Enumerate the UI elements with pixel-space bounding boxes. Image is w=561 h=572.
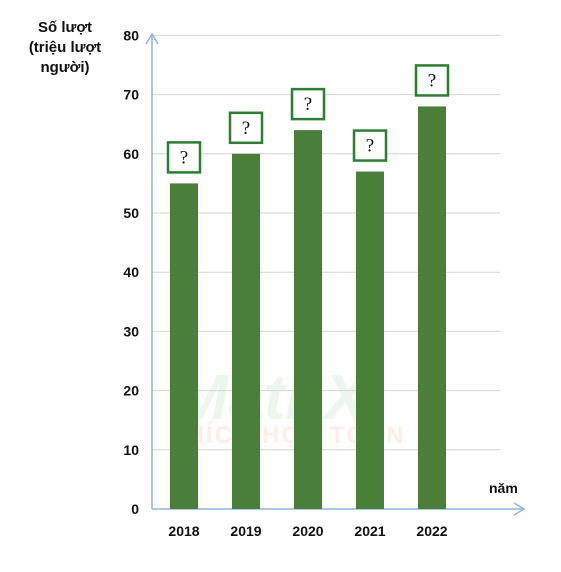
data-label-box xyxy=(228,111,264,145)
data-label: ? xyxy=(366,136,374,157)
x-axis-arrow xyxy=(513,502,526,516)
y-tick-label: 80 xyxy=(123,27,139,43)
y-tick-label: 10 xyxy=(123,442,139,458)
data-label-box xyxy=(352,129,388,162)
data-label: ? xyxy=(304,94,312,115)
watermark-brand: MathX xyxy=(175,361,367,433)
x-axis-label: năm xyxy=(489,480,518,496)
bar xyxy=(170,183,198,509)
x-tick-label: 2021 xyxy=(354,523,385,539)
data-label: ? xyxy=(180,147,188,168)
y-axis-label: Số lượt (triệu lượt người) xyxy=(10,18,120,78)
y-tick-label: 40 xyxy=(123,264,139,280)
y-tick-label: 60 xyxy=(123,146,139,162)
x-tick-label: 2018 xyxy=(168,523,199,539)
bar xyxy=(294,130,322,509)
bar xyxy=(356,171,384,509)
x-tick-label: 2022 xyxy=(416,523,447,539)
y-tick-label: 0 xyxy=(131,501,139,517)
y-tick-label: 70 xyxy=(123,87,139,103)
x-tick-label: 2020 xyxy=(292,523,323,539)
data-label: ? xyxy=(242,118,250,139)
y-axis-label-line-3: người) xyxy=(40,59,90,76)
y-tick-label: 20 xyxy=(123,383,139,399)
y-tick-label: 30 xyxy=(123,323,139,339)
data-label-box xyxy=(290,87,326,121)
data-label-box xyxy=(166,141,202,174)
y-tick-label: 50 xyxy=(123,205,139,221)
data-label-box xyxy=(414,64,450,97)
bar xyxy=(232,153,260,510)
data-label: ? xyxy=(428,70,436,91)
x-tick-label: 2019 xyxy=(230,523,261,539)
bar xyxy=(418,106,446,509)
y-axis-label-line-1: Số lượt xyxy=(37,19,93,36)
y-axis-label-line-2: (triệu lượt xyxy=(28,39,102,56)
y-axis-arrow xyxy=(145,32,159,45)
